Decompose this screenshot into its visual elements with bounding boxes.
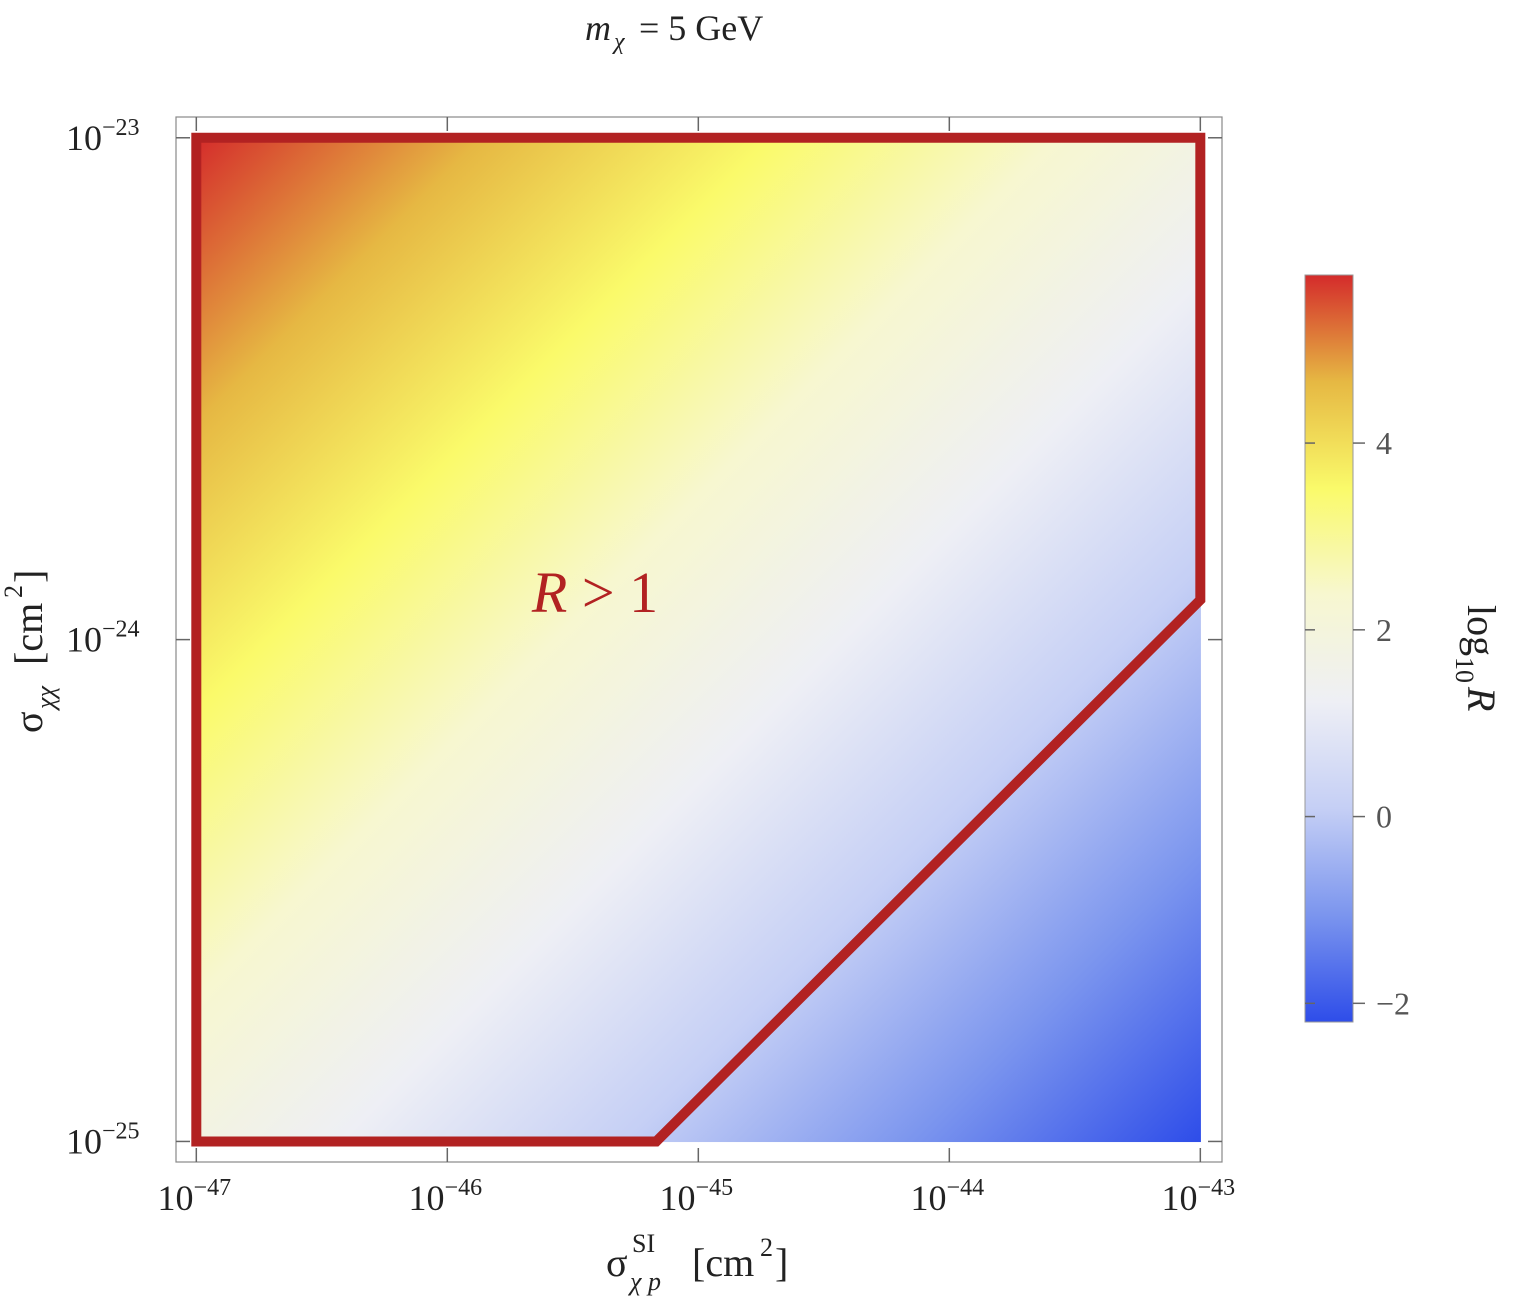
colorbar-tick-label: 2 xyxy=(1376,612,1392,648)
x-label-part: σ xyxy=(606,1240,628,1285)
x-tick-label: 10−47 xyxy=(158,1175,232,1218)
density-cell xyxy=(196,137,448,641)
y-label-part: ] xyxy=(6,570,51,583)
y-label-part: χχ xyxy=(31,686,60,712)
y-label-part: [cm xyxy=(6,603,51,675)
x-label-part: 2 xyxy=(760,1233,773,1262)
y-tick-label: 10−23 xyxy=(66,115,140,158)
x-label-part: [cm xyxy=(682,1240,754,1285)
colorbar-tick-label: −2 xyxy=(1376,985,1410,1021)
x-label-part: χ p xyxy=(627,1267,661,1296)
annotation: R > 1 xyxy=(531,560,658,625)
x-tick-label: 10−43 xyxy=(1162,1175,1236,1218)
colorbar-label-part: log xyxy=(1459,605,1504,656)
y-tick-label: 10−25 xyxy=(66,1118,140,1161)
colorbar xyxy=(1304,274,1354,1023)
colorbar-label-part: 10 xyxy=(1450,657,1479,683)
title-part: m xyxy=(585,8,611,48)
y-tick-label: 10−24 xyxy=(66,617,140,660)
x-tick-label: 10−45 xyxy=(660,1175,734,1218)
title-part: = 5 GeV xyxy=(630,8,763,48)
title-part: χ xyxy=(612,29,626,55)
contour-line xyxy=(191,132,1206,1147)
density-cell xyxy=(949,137,1201,641)
x-tick-label: 10−46 xyxy=(409,1175,483,1218)
density-cell xyxy=(698,137,950,641)
colorbar-label: log 10 R xyxy=(1450,605,1504,711)
colorbar-tick-label: 4 xyxy=(1376,425,1392,461)
density-cell xyxy=(196,639,448,1143)
x-label-part: SI xyxy=(632,1229,655,1258)
density-cell xyxy=(447,137,699,641)
density-cell xyxy=(949,639,1201,1143)
x-axis-label: σ SI χ p [cm 2 ] xyxy=(606,1229,788,1296)
colorbar-tick-label: 0 xyxy=(1376,799,1392,835)
y-axis-label: σ χχ [cm 2 ] xyxy=(0,570,60,733)
plot-area: 10−47 10−46 10−45 10−44 10−43 10−25 10−24 10−23… xyxy=(66,115,1410,1218)
density-cell xyxy=(447,639,699,1143)
y-label-part: 2 xyxy=(0,585,28,598)
colorbar-label-part: R xyxy=(1459,686,1504,711)
title: m χ = 5 GeV xyxy=(585,8,763,55)
y-label-part: σ xyxy=(6,711,51,733)
x-tick-label: 10−44 xyxy=(911,1175,985,1218)
x-label-part: ] xyxy=(775,1240,788,1285)
